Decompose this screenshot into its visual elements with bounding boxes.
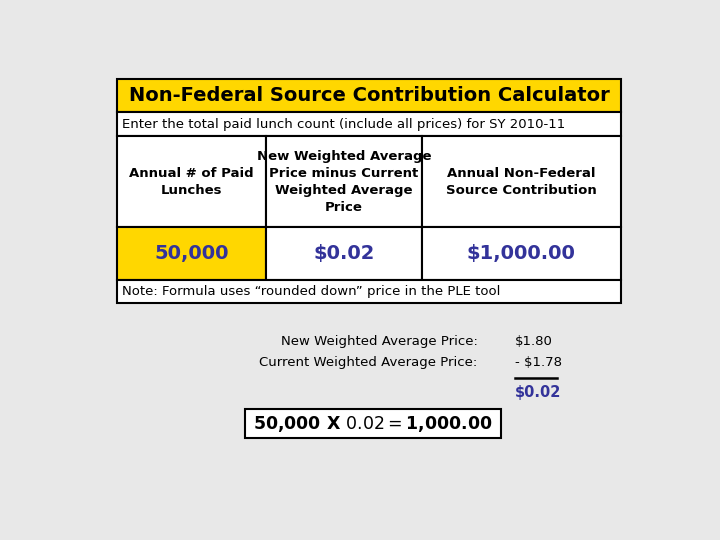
Bar (245, 409, 500, 438)
Text: $1.80: $1.80 (515, 335, 552, 348)
Text: 50,000: 50,000 (154, 244, 229, 263)
Text: 50,000 X $0.02 = $1,000.00: 50,000 X $0.02 = $1,000.00 (253, 414, 492, 434)
Bar (117, 79, 621, 112)
Text: $0.02: $0.02 (313, 244, 374, 263)
Text: Annual # of Paid
Lunches: Annual # of Paid Lunches (129, 167, 253, 197)
Bar (422, 137, 621, 227)
Bar (117, 280, 621, 303)
Text: Note: Formula uses “rounded down” price in the PLE tool: Note: Formula uses “rounded down” price … (122, 285, 500, 298)
Text: Current Weighted Average Price:: Current Weighted Average Price: (259, 356, 477, 369)
Bar (422, 227, 621, 280)
Text: Non-Federal Source Contribution Calculator: Non-Federal Source Contribution Calculat… (129, 86, 609, 105)
Bar (117, 137, 266, 227)
Text: New Weighted Average
Price minus Current
Weighted Average
Price: New Weighted Average Price minus Current… (256, 150, 431, 214)
Text: New Weighted Average Price:: New Weighted Average Price: (281, 335, 477, 348)
Bar (117, 112, 621, 137)
Text: Annual Non-Federal
Source Contribution: Annual Non-Federal Source Contribution (446, 167, 597, 197)
Bar (266, 137, 422, 227)
Bar (117, 227, 266, 280)
Text: Enter the total paid lunch count (include all prices) for SY 2010-11: Enter the total paid lunch count (includ… (122, 118, 565, 131)
Bar (266, 227, 422, 280)
Text: - $1.78: - $1.78 (515, 356, 562, 369)
Text: $0.02: $0.02 (515, 384, 561, 400)
Text: $1,000.00: $1,000.00 (467, 244, 576, 263)
